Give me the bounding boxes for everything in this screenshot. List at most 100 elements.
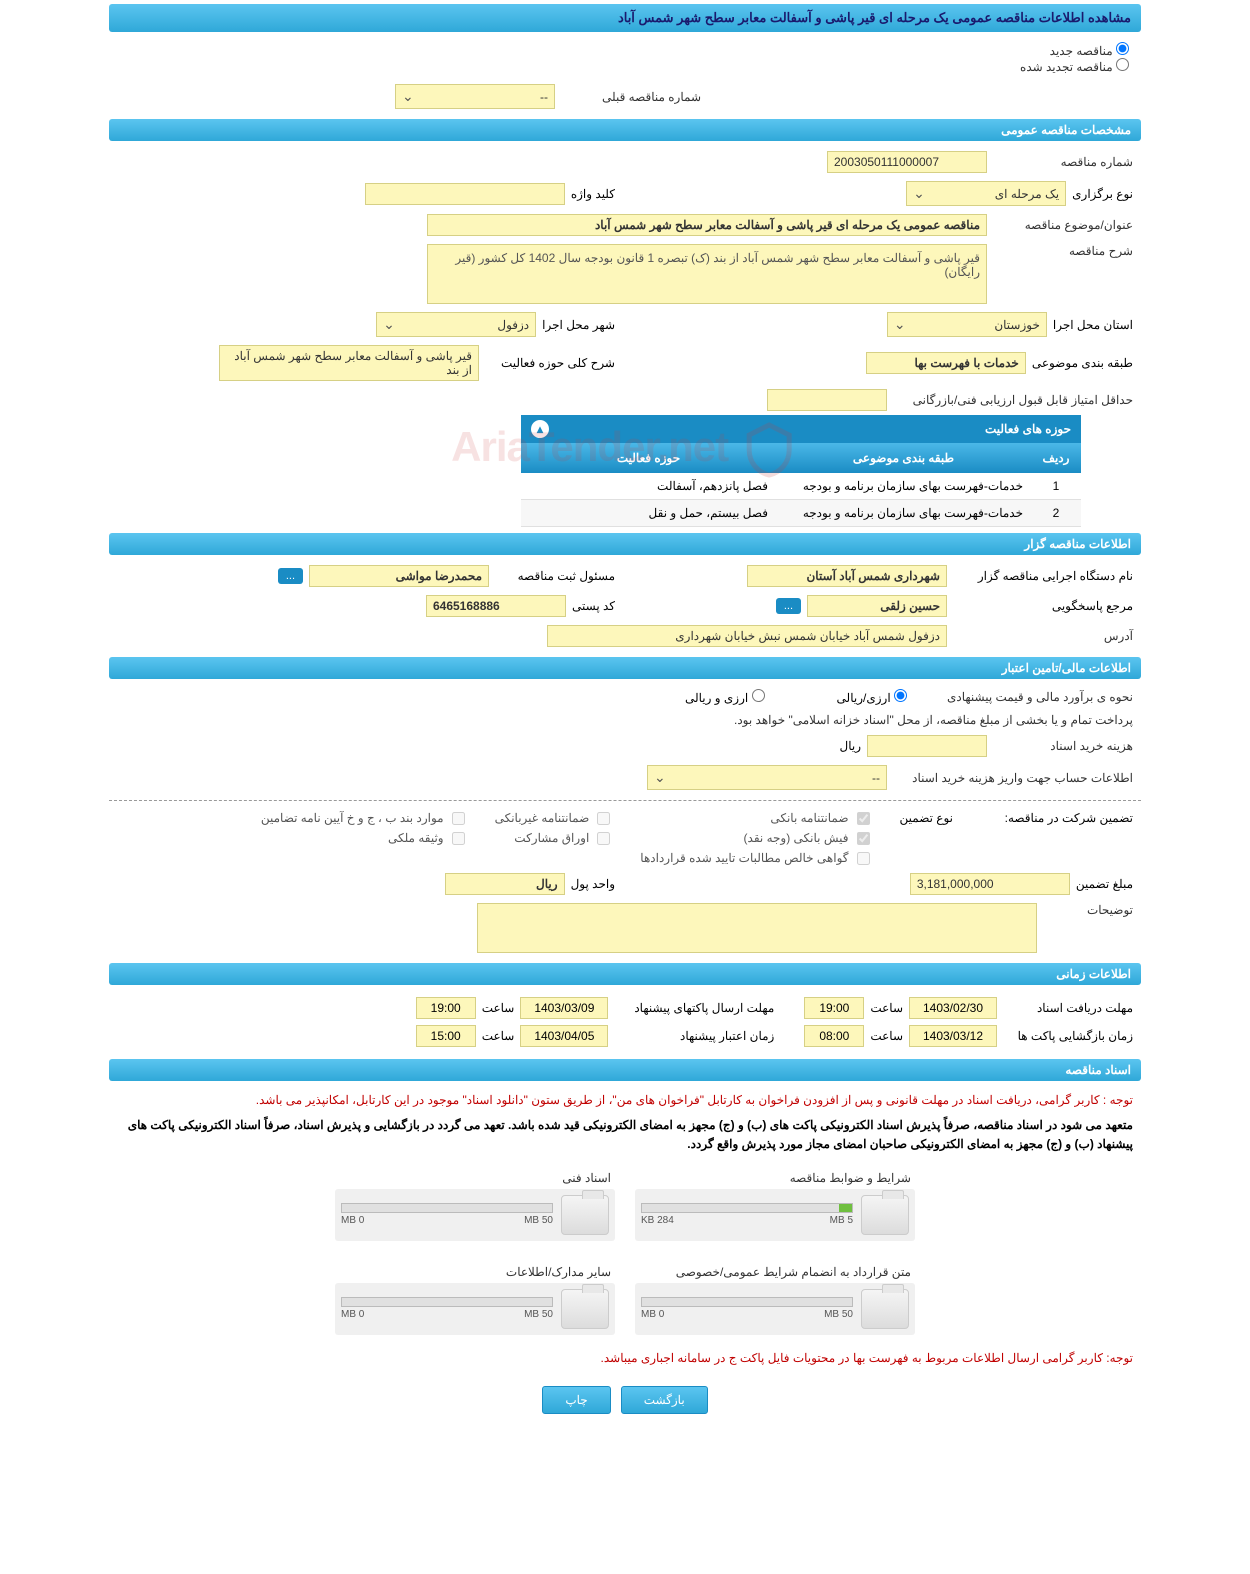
- validity-date: 1403/04/05: [520, 1025, 608, 1047]
- doc-total: 50 MB: [824, 1309, 853, 1320]
- progress-bar: [341, 1203, 553, 1213]
- chk-nonbank-guarantee[interactable]: ضمانتنامه غیربانکی: [495, 811, 611, 825]
- prev-number-label: شماره مناقصه قبلی: [561, 90, 701, 104]
- folder-icon[interactable]: [561, 1195, 609, 1235]
- section-general: مشخصات مناقصه عمومی: [109, 119, 1141, 141]
- activities-title-text: حوزه های فعالیت: [985, 422, 1071, 436]
- city-label: شهر محل اجرا: [542, 318, 615, 332]
- postal-field: 6465168886: [426, 595, 566, 617]
- progress-bar: [641, 1203, 853, 1213]
- deposit-account-value: --: [872, 771, 880, 785]
- chk-net-receivables[interactable]: گواهی خالص مطالبات تایید شده قراردادها: [640, 851, 869, 865]
- city-value: دزفول: [497, 318, 529, 332]
- guarantee-label: تضمین شرکت در مناقصه:: [983, 811, 1133, 825]
- city-select[interactable]: دزفول: [376, 312, 536, 337]
- chk-bylaw-items[interactable]: موارد بند ب ، ج و خ آیین نامه تضامین: [261, 811, 465, 825]
- deposit-account-label: اطلاعات حساب جهت واریز هزینه خرید اسناد: [893, 771, 1133, 785]
- registrar-label: مسئول ثبت مناقصه: [495, 569, 615, 583]
- chk-bonds-label: اوراق مشارکت: [514, 831, 589, 845]
- doc-used: 0 MB: [341, 1309, 364, 1320]
- activities-table-header: ردیف طبقه بندی موضوعی حوزه فعالیت: [521, 443, 1081, 473]
- min-score-field[interactable]: [767, 389, 887, 411]
- docs-footer-note: توجه: کاربر گرامی ارسال اطلاعات مربوط به…: [109, 1345, 1141, 1372]
- guarantee-unit-field: ریال: [445, 873, 565, 895]
- subject-field: مناقصه عمومی یک مرحله ای قیر پاشی و آسفا…: [427, 214, 987, 236]
- radio-both-label: ارزی و ریالی: [685, 691, 748, 705]
- agency-label: نام دستگاه اجرایی مناقصه گزار: [953, 569, 1133, 583]
- docs-note-2: متعهد می شود در اسناد مناقصه، صرفاً پذیر…: [109, 1114, 1141, 1156]
- cell-n: 2: [1031, 500, 1081, 526]
- progress-bar: [341, 1297, 553, 1307]
- chk-property-deed[interactable]: وثیقه ملکی: [261, 831, 465, 845]
- address-field: دزفول شمس آباد خیابان شمس نبش خیابان شهر…: [547, 625, 947, 647]
- notes-field[interactable]: [477, 903, 1037, 953]
- description-label: شرح مناقصه: [993, 244, 1133, 258]
- table-row: 2 خدمات-فهرست بهای سازمان برنامه و بودجه…: [521, 500, 1081, 527]
- col-row: ردیف: [1031, 443, 1081, 473]
- activities-table-body: 1 خدمات-فهرست بهای سازمان برنامه و بودجه…: [521, 473, 1081, 527]
- validity-time: 15:00: [416, 1025, 476, 1047]
- validity-label: زمان اعتبار پیشنهاد: [614, 1029, 774, 1043]
- doc-panel: سایر مدارک/اطلاعات 50 MB0 MB: [335, 1261, 615, 1335]
- keyword-label: کلید واژه: [571, 187, 615, 201]
- table-row: 1 خدمات-فهرست بهای سازمان برنامه و بودجه…: [521, 473, 1081, 500]
- contact-field: حسین زلقی: [807, 595, 947, 617]
- keyword-field[interactable]: [365, 183, 565, 205]
- chk-participation-bonds[interactable]: اوراق مشارکت: [495, 831, 611, 845]
- tender-number-field: 2003050111000007: [827, 151, 987, 173]
- time-label: ساعت: [870, 1001, 903, 1015]
- doc-panel: متن قرارداد به انضمام شرایط عمومی/خصوصی …: [635, 1261, 915, 1335]
- doc-price-field[interactable]: [867, 735, 987, 757]
- activities-table-title: حوزه های فعالیت ▴: [521, 415, 1081, 443]
- print-button[interactable]: چاپ: [542, 1386, 610, 1414]
- radio-renewed-tender[interactable]: مناقصه تجدید شده: [1020, 60, 1129, 74]
- doc-receive-time: 19:00: [804, 997, 864, 1019]
- more-button[interactable]: ...: [278, 568, 303, 584]
- folder-icon[interactable]: [561, 1289, 609, 1329]
- doc-panel: شرایط و ضوابط مناقصه 5 MB284 KB: [635, 1167, 915, 1241]
- opening-time: 08:00: [804, 1025, 864, 1047]
- proposal-send-label: مهلت ارسال پاکتهای پیشنهاد: [614, 1001, 774, 1015]
- description-field: قیر پاشی و آسفالت معابر سطح شهر شمس آباد…: [427, 244, 987, 304]
- radio-new-label: مناقصه جدید: [1050, 44, 1113, 58]
- back-button[interactable]: بازگشت: [621, 1386, 708, 1414]
- prev-number-select[interactable]: --: [395, 84, 555, 109]
- col-scope: حوزه فعالیت: [521, 443, 776, 473]
- doc-title: متن قرارداد به انضمام شرایط عمومی/خصوصی: [635, 1261, 915, 1283]
- hold-type-value: یک مرحله ای: [995, 187, 1059, 201]
- doc-title: سایر مدارک/اطلاعات: [335, 1261, 615, 1283]
- chk-nonbank-label: ضمانتنامه غیربانکی: [495, 811, 590, 825]
- radio-both[interactable]: ارزی و ریالی: [685, 689, 765, 705]
- chk-bank-guarantee[interactable]: ضمانتنامه بانکی: [640, 811, 869, 825]
- guarantee-amount-field: 3,181,000,000: [910, 873, 1070, 895]
- payment-note: پرداخت تمام و یا بخشی از مبلغ مناقصه، از…: [109, 709, 1141, 731]
- guarantee-type-label: نوع تضمین: [900, 811, 953, 825]
- province-select[interactable]: خوزستان: [887, 312, 1047, 337]
- province-value: خوزستان: [994, 318, 1040, 332]
- opening-date: 1403/03/12: [909, 1025, 997, 1047]
- page-title: مشاهده اطلاعات مناقصه عمومی یک مرحله ای …: [109, 4, 1141, 32]
- prev-number-value: --: [540, 90, 548, 104]
- deposit-account-select[interactable]: --: [647, 765, 887, 790]
- hold-type-select[interactable]: یک مرحله ای: [906, 181, 1066, 206]
- cell-category: خدمات-فهرست بهای سازمان برنامه و بودجه: [776, 473, 1031, 499]
- notes-label: توضیحات: [1043, 903, 1133, 917]
- doc-receive-date: 1403/02/30: [909, 997, 997, 1019]
- proposal-send-date: 1403/03/09: [520, 997, 608, 1019]
- section-financial: اطلاعات مالی/تامین اعتبار: [109, 657, 1141, 679]
- radio-rial[interactable]: ارزی/ریالی: [837, 689, 907, 705]
- time-label-4: ساعت: [482, 1029, 515, 1043]
- chk-bank-receipt-label: فیش بانکی (وجه نقد): [744, 831, 849, 845]
- registrar-field: محمدرضا مواشی: [309, 565, 489, 587]
- folder-icon[interactable]: [861, 1289, 909, 1329]
- postal-label: کد پستی: [572, 599, 615, 613]
- min-score-label: حداقل امتیاز قابل قبول ارزیابی فنی/بازرگ…: [893, 393, 1133, 407]
- estimate-method-label: نحوه ی برآورد مالی و قیمت پیشنهادی: [913, 690, 1133, 704]
- more-button-2[interactable]: ...: [776, 598, 801, 614]
- folder-icon[interactable]: [861, 1195, 909, 1235]
- doc-total: 5 MB: [830, 1215, 853, 1226]
- chk-bank-receipt[interactable]: فیش بانکی (وجه نقد): [640, 831, 869, 845]
- collapse-icon[interactable]: ▴: [531, 420, 549, 438]
- radio-new-tender[interactable]: مناقصه جدید: [1050, 44, 1129, 58]
- cell-scope: فصل بیستم، حمل و نقل: [521, 500, 776, 526]
